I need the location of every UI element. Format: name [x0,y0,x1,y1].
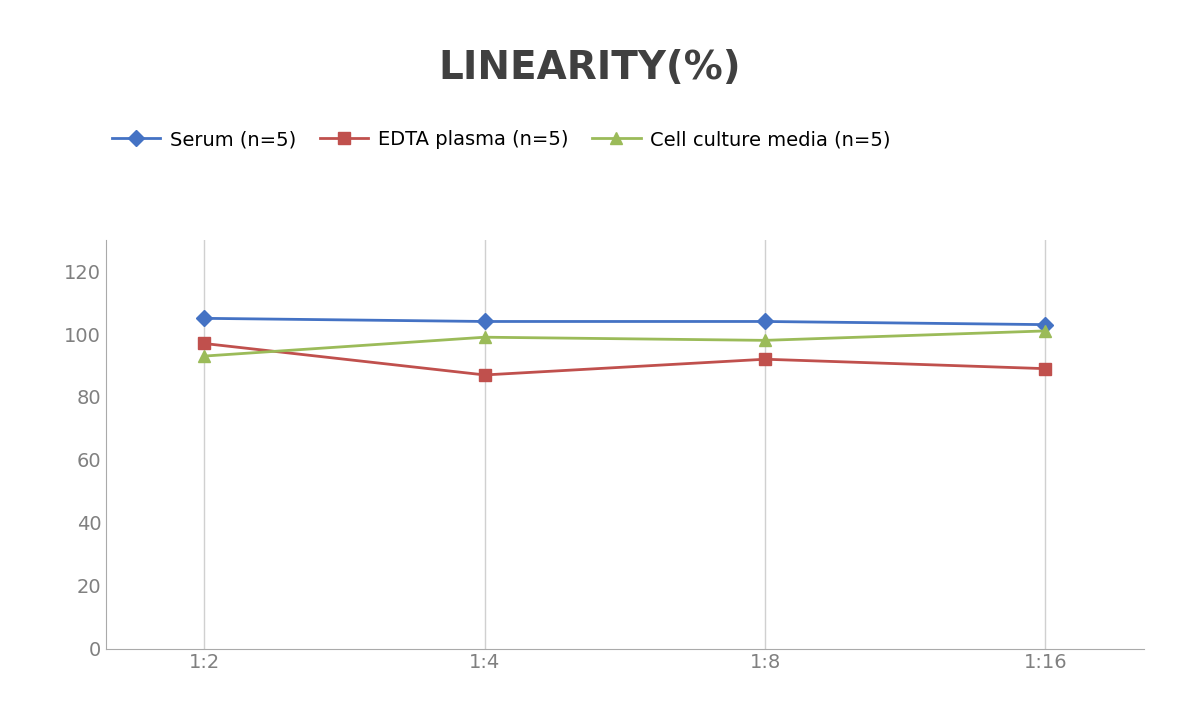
Line: Cell culture media (n=5): Cell culture media (n=5) [198,325,1052,362]
Serum (n=5) [758,317,772,326]
Line: EDTA plasma (n=5): EDTA plasma (n=5) [199,338,1050,381]
Cell culture media (n=5) [197,352,211,360]
Line: Serum (n=5): Serum (n=5) [199,313,1050,330]
EDTA plasma (n=5) [1039,364,1053,373]
Legend: Serum (n=5), EDTA plasma (n=5), Cell culture media (n=5): Serum (n=5), EDTA plasma (n=5), Cell cul… [104,123,898,157]
EDTA plasma (n=5) [477,371,492,379]
Cell culture media (n=5) [477,333,492,341]
Serum (n=5) [477,317,492,326]
EDTA plasma (n=5) [197,339,211,348]
Serum (n=5) [197,314,211,323]
Serum (n=5) [1039,320,1053,329]
Cell culture media (n=5) [1039,326,1053,335]
Cell culture media (n=5) [758,336,772,345]
Text: LINEARITY(%): LINEARITY(%) [439,49,740,87]
EDTA plasma (n=5) [758,355,772,364]
